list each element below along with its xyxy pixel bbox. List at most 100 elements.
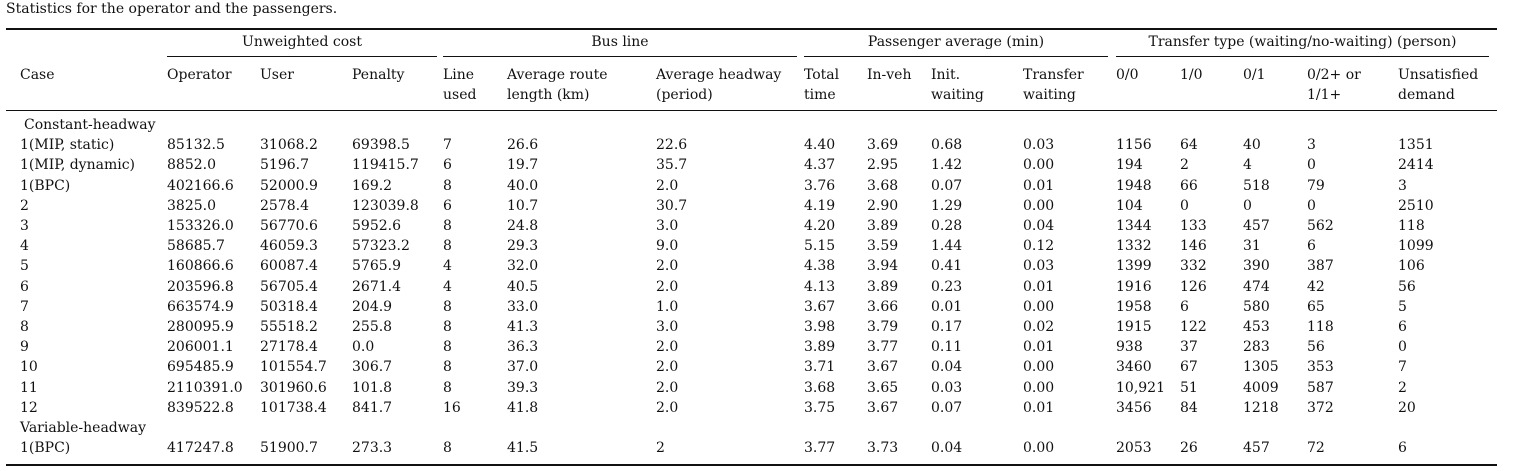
table-cell: 8852.0 [167, 157, 216, 174]
group-rule-passenger-average [804, 56, 1108, 57]
table-cell: 6 [1398, 319, 1407, 335]
column-header-line2: time [804, 87, 836, 103]
table-cell: 56 [1398, 278, 1416, 295]
bottom-rule [6, 464, 1497, 466]
table-cell: 0.23 [931, 278, 963, 295]
table-cell: 2.0 [656, 177, 679, 194]
column-header: Total time [804, 65, 839, 105]
column-header-line1: 1/0 [1180, 67, 1203, 83]
table-cell: 0 [1398, 339, 1407, 356]
table-cell: 4 [443, 278, 452, 295]
table-cell: 0.00 [1023, 440, 1055, 457]
column-header-line1: 0/1 [1243, 67, 1266, 83]
table-cell: 0.01 [1023, 177, 1055, 194]
table-cell: 587 [1307, 379, 1334, 396]
table-cell: 42 [1307, 278, 1325, 295]
table-cell: 41.8 [507, 399, 539, 416]
case-cell: 11 [20, 379, 38, 396]
table-cell: 2414 [1398, 157, 1434, 174]
table-cell: 1916 [1116, 278, 1152, 295]
table-cell: 6 [1307, 238, 1316, 255]
table-cell: 5196.7 [260, 157, 309, 174]
table-cell: 1099 [1398, 238, 1434, 255]
table-cell: 0.41 [931, 258, 963, 275]
column-header-line2: (period) [656, 87, 713, 103]
table-cell: 387 [1307, 258, 1334, 275]
table-cell: 562 [1307, 218, 1334, 234]
column-header-line1: 0/0 [1116, 67, 1139, 83]
group-header-passenger-average: Passenger average (min) [867, 34, 1045, 50]
table-cell: 31 [1243, 238, 1261, 255]
table-cell: 353 [1307, 359, 1334, 376]
table-row: 4 58685.7 46059.3 57323.2 8 29.3 9.0 5.15 3.59 1.… [0, 236, 1525, 256]
table-cell: 0.00 [1023, 157, 1055, 174]
table-cell: 301960.6 [260, 379, 327, 396]
table-cell: 4.13 [804, 278, 836, 295]
table-cell: 2.0 [656, 379, 679, 396]
table-cell: 1156 [1116, 137, 1152, 154]
table-cell: 0.11 [931, 339, 963, 356]
table-cell: 2 [1398, 379, 1407, 396]
table-cell: 58685.7 [167, 238, 225, 255]
table-cell: 37.0 [507, 359, 539, 376]
table-cell: 31068.2 [260, 137, 318, 154]
table-cell: 8 [443, 440, 452, 457]
table-cell: 3.94 [867, 258, 899, 275]
table-cell: 3.69 [867, 137, 899, 154]
case-cell: 1(BPC) [20, 440, 71, 457]
table-cell: 0.00 [1023, 359, 1055, 376]
table-cell: 695485.9 [167, 359, 234, 376]
column-header: 0/2+ or 1/1+ [1307, 65, 1361, 105]
column-header-line1: Total [804, 67, 840, 83]
table-cell: 3.77 [867, 339, 899, 356]
column-header: 1/0 [1180, 65, 1203, 85]
table-cell: 1351 [1398, 137, 1434, 154]
table-cell: 3.89 [804, 339, 836, 356]
table-cell: 372 [1307, 399, 1334, 416]
table-cell: 0.00 [1023, 298, 1055, 315]
table-cell: 518 [1243, 177, 1270, 194]
table-cell: 52000.9 [260, 177, 318, 194]
table-cell: 3.79 [867, 319, 899, 335]
table-cell: 8 [443, 218, 452, 234]
table-cell: 3825.0 [167, 197, 216, 214]
table-cell: 580 [1243, 298, 1270, 315]
group-header-unweighted-cost: Unweighted cost [242, 34, 362, 50]
table-cell: 4009 [1243, 379, 1279, 396]
table-cell: 51 [1180, 379, 1198, 396]
table-cell: 10,921 [1116, 379, 1165, 396]
table-cell: 2510 [1398, 197, 1434, 214]
table-cell: 8 [443, 319, 452, 335]
table-cell: 51900.7 [260, 440, 318, 457]
table-cell: 255.8 [352, 319, 393, 335]
case-cell: 7 [20, 298, 29, 315]
table-cell: 39.3 [507, 379, 539, 396]
table-cell: 1.0 [656, 298, 679, 315]
table-cell: 41.5 [507, 440, 539, 457]
table-cell: 663574.9 [167, 298, 234, 315]
table-row: 1(BPC) 417247.8 51900.7 273.3 8 41.5 2 3.77 3.73… [0, 438, 1525, 458]
table-cell: 0.04 [931, 440, 963, 457]
table-row: 10 695485.9 101554.7 306.7 8 37.0 2.0 3.71 3.67 0… [0, 357, 1525, 377]
table-cell: 6 [1180, 298, 1189, 315]
table-cell: 0.00 [1023, 379, 1055, 396]
table-cell: 33.0 [507, 298, 539, 315]
table-cell: 3.73 [867, 440, 899, 457]
case-cell: 1(MIP, dynamic) [20, 157, 136, 174]
table-cell: 3.0 [656, 319, 679, 335]
table-cell: 0.02 [1023, 319, 1055, 335]
table-cell: 3460 [1116, 359, 1152, 376]
column-header: 0/1 [1243, 65, 1266, 85]
table-cell: 1344 [1116, 218, 1152, 234]
table-cell: 72 [1307, 440, 1325, 457]
table-cell: 1915 [1116, 319, 1152, 335]
table-cell: 457 [1243, 440, 1270, 457]
table-cell: 8 [443, 238, 452, 255]
table-cell: 41.3 [507, 319, 539, 335]
table-cell: 67 [1180, 359, 1198, 376]
table-row: 7 663574.9 50318.4 204.9 8 33.0 1.0 3.67 3.66 0.0… [0, 297, 1525, 317]
table-cell: 6 [443, 157, 452, 174]
table-cell: 64 [1180, 137, 1198, 154]
table-cell: 37 [1180, 339, 1198, 356]
table-cell: 3.98 [804, 319, 836, 335]
